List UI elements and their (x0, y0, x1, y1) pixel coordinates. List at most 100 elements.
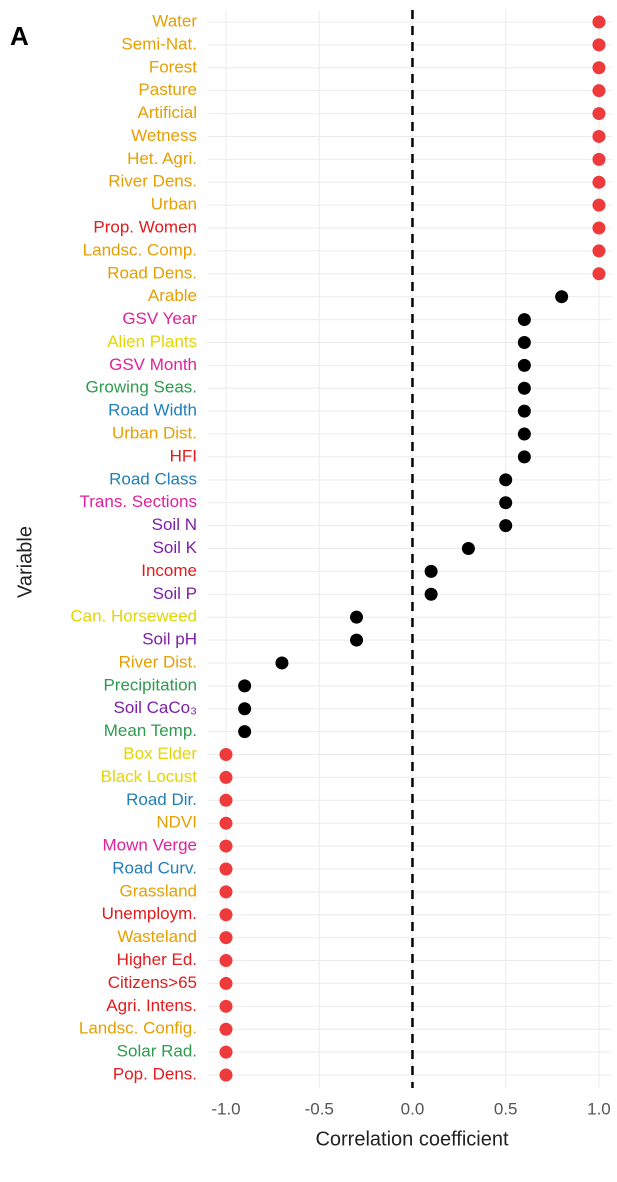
dot (517, 404, 531, 418)
dot (499, 519, 513, 533)
y-tick-label: GSV Month (109, 355, 197, 374)
dot (517, 313, 531, 327)
y-tick-label: Road Dir. (126, 790, 197, 809)
y-tick-label: Higher Ed. (117, 950, 197, 969)
y-tick-label: Box Elder (123, 744, 197, 763)
dot (219, 954, 233, 968)
y-tick-label: Urban Dist. (112, 424, 197, 443)
y-tick-label: Precipitation (103, 675, 197, 694)
y-tick-label: NDVI (156, 813, 197, 832)
dot (219, 770, 233, 784)
y-tick-label: Solar Rad. (117, 1042, 197, 1061)
y-tick-label: Road Class (109, 469, 197, 488)
y-tick-label: Citizens>65 (108, 973, 197, 992)
y-tick-label: Arable (148, 286, 197, 305)
y-tick-label: Forest (149, 57, 197, 76)
dot (219, 748, 233, 762)
dot (424, 564, 438, 578)
y-tick-label: Mown Verge (103, 836, 198, 855)
x-tick-label: 1.0 (587, 1099, 611, 1118)
y-tick-label: GSV Year (122, 309, 197, 328)
dot (499, 473, 513, 487)
y-tick-label: Artificial (137, 103, 197, 122)
y-tick-label: Pop. Dens. (113, 1064, 197, 1083)
dot (499, 496, 513, 510)
dot (219, 862, 233, 876)
dot (592, 198, 606, 212)
y-tick-label: River Dist. (119, 652, 197, 671)
y-tick-label: Road Dens. (107, 263, 197, 282)
dot (592, 221, 606, 235)
dot (592, 38, 606, 52)
dot (219, 816, 233, 830)
y-tick-label: Soil P (153, 584, 197, 603)
dot (219, 931, 233, 945)
y-tick-label: Soil N (152, 515, 197, 534)
y-tick-label: Agri. Intens. (106, 996, 197, 1015)
dot (592, 267, 606, 281)
dot (219, 908, 233, 922)
y-tick-label: Can. Horseweed (70, 607, 197, 626)
dot (219, 1045, 233, 1059)
y-tick-label: Wasteland (117, 927, 197, 946)
dot (592, 84, 606, 98)
dot (555, 290, 569, 304)
dot (238, 725, 252, 739)
y-tick-label: River Dens. (108, 172, 197, 191)
dot (219, 976, 233, 990)
dot (275, 656, 289, 670)
dot (238, 702, 252, 716)
x-tick-label: 0.5 (494, 1099, 518, 1118)
dot (238, 679, 252, 693)
dot (517, 335, 531, 349)
dot (517, 358, 531, 372)
dot (592, 175, 606, 189)
y-tick-label: Urban (151, 195, 197, 214)
dot (219, 885, 233, 899)
y-tick-label: Black Locust (101, 767, 198, 786)
y-tick-label: Landsc. Comp. (83, 240, 197, 259)
y-tick-label: Landsc. Config. (79, 1019, 197, 1038)
dot (219, 1068, 233, 1082)
x-tick-label: -0.5 (305, 1099, 334, 1118)
dot (517, 381, 531, 395)
y-tick-label: Grassland (120, 881, 197, 900)
y-tick-label: Income (141, 561, 197, 580)
dot (219, 999, 233, 1013)
y-tick-label: Soil CaCo₃ (114, 698, 197, 717)
dot (424, 587, 438, 601)
y-axis-title: Variable (14, 526, 36, 598)
dot (219, 793, 233, 807)
dot (592, 129, 606, 143)
dot (461, 542, 475, 555)
y-tick-label: Road Curv. (112, 858, 197, 877)
y-tick-label: Growing Seas. (86, 378, 198, 397)
y-tick-label: Mean Temp. (104, 721, 197, 740)
dot (592, 244, 606, 258)
y-tick-label: Prop. Women (93, 218, 197, 237)
y-tick-label: Alien Plants (107, 332, 197, 351)
y-tick-label: Soil K (153, 538, 198, 557)
dot (592, 15, 606, 29)
y-tick-label: Road Width (108, 401, 197, 420)
y-tick-label: Wetness (131, 126, 197, 145)
dot (592, 107, 606, 121)
dot (517, 450, 531, 464)
y-tick-label: Semi-Nat. (121, 34, 197, 53)
dot (219, 1022, 233, 1036)
y-tick-label: Trans. Sections (80, 492, 197, 511)
dot (219, 839, 233, 853)
panel-label: A (10, 21, 29, 51)
dot (350, 633, 364, 647)
dot (592, 152, 606, 166)
x-axis-title: Correlation coefficient (315, 1128, 509, 1150)
dot (592, 61, 606, 75)
x-tick-label: -1.0 (211, 1099, 240, 1118)
y-tick-label: Soil pH (142, 630, 197, 649)
x-tick-label: 0.0 (401, 1099, 425, 1118)
y-tick-label: Pasture (138, 80, 197, 99)
dot (517, 427, 531, 441)
y-tick-label: Het. Agri. (127, 149, 197, 168)
